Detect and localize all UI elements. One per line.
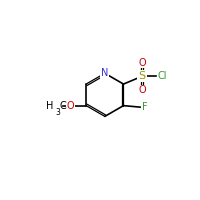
Text: 3: 3 — [56, 108, 61, 117]
Text: F: F — [142, 102, 148, 112]
Text: H: H — [46, 101, 54, 111]
Text: S: S — [138, 71, 146, 81]
Text: O: O — [138, 85, 146, 95]
Text: O: O — [138, 58, 146, 68]
Text: O: O — [67, 101, 75, 111]
Text: N: N — [101, 68, 108, 78]
Text: Cl: Cl — [157, 71, 167, 81]
Text: C: C — [59, 101, 66, 111]
